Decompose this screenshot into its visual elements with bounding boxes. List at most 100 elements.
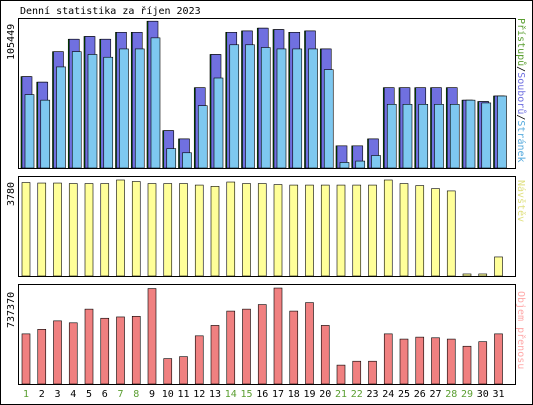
bar-visits: [399, 183, 409, 277]
bar-visits: [68, 183, 78, 277]
bar-volume: [399, 338, 409, 385]
bar-volume: [494, 333, 503, 385]
bar-pages: [71, 51, 82, 169]
x-label: 25: [398, 389, 410, 400]
panel-top-legend: Přístupů/Souborů/Stránek: [515, 18, 527, 163]
x-label: 16: [256, 389, 268, 400]
bar-volume: [289, 310, 299, 385]
legend-pages: Stránek: [515, 120, 527, 162]
bar-visits: [194, 184, 204, 277]
bar-volume: [383, 333, 393, 385]
bar-pages: [260, 47, 271, 169]
x-label: 31: [492, 389, 504, 400]
bar-visits: [226, 181, 236, 277]
panel-top-axis-label: 105449: [6, 24, 17, 60]
legend-sep-2: /: [515, 114, 526, 120]
bar-visits: [320, 184, 330, 277]
bar-volume: [431, 337, 440, 385]
bar-volume: [415, 336, 425, 385]
bar-visits: [383, 179, 393, 277]
bar-volume: [273, 287, 283, 385]
bar-pages: [87, 54, 98, 169]
bar-volume: [210, 325, 220, 385]
bar-pages: [276, 48, 287, 169]
bar-visits: [53, 182, 62, 277]
bar-pages: [213, 77, 224, 169]
bar-pages: [103, 56, 114, 169]
bar-visits: [431, 188, 440, 277]
bar-visits: [37, 182, 47, 277]
panel-middle-axis-label: 3780: [6, 182, 17, 206]
bar-visits: [84, 183, 94, 277]
panel-middle-legend: Návštěv: [515, 180, 527, 222]
x-label: 27: [429, 389, 441, 400]
bar-pages: [182, 152, 192, 169]
bar-visits: [147, 183, 157, 277]
bar-visits: [368, 184, 377, 277]
x-label: 6: [102, 389, 108, 400]
x-label: 24: [382, 389, 394, 400]
bar-visits: [415, 185, 425, 277]
bar-pages: [229, 44, 240, 169]
x-label: 29: [461, 389, 473, 400]
bar-volume: [68, 322, 78, 385]
bar-pages: [197, 105, 208, 169]
bar-pages: [308, 48, 318, 169]
x-label: 12: [193, 389, 205, 400]
bar-pages: [465, 99, 476, 169]
bar-visits: [210, 186, 220, 277]
bar-volume: [163, 358, 173, 385]
bar-visits: [100, 183, 110, 277]
bar-visits: [116, 179, 125, 277]
x-label: 13: [209, 389, 221, 400]
bar-volume: [478, 341, 488, 385]
bar-volume: [320, 325, 330, 385]
bar-volume: [352, 360, 362, 385]
bar-volume: [131, 315, 141, 385]
bar-visits: [273, 184, 283, 277]
bar-visits: [289, 184, 299, 277]
x-label: 18: [288, 389, 300, 400]
bar-visits: [462, 273, 472, 277]
bar-volume: [257, 304, 267, 385]
bar-volume: [305, 302, 314, 385]
bar-pages: [339, 162, 350, 169]
bar-visits: [494, 256, 503, 277]
bar-pages: [371, 155, 381, 169]
bar-visits: [352, 184, 362, 277]
x-label: 23: [366, 389, 378, 400]
x-label: 21: [335, 389, 347, 400]
x-label: 20: [319, 389, 331, 400]
x-label: 7: [117, 389, 123, 400]
bar-volume: [194, 335, 204, 385]
bar-pages: [355, 160, 366, 169]
bar-pages: [166, 148, 177, 169]
x-label: 28: [445, 389, 457, 400]
bar-volume: [84, 308, 94, 385]
bar-visits: [242, 183, 251, 277]
panel-bottom-bars: [21, 287, 503, 385]
bar-volume: [53, 320, 62, 385]
bar-visits: [305, 184, 314, 277]
bar-pages: [386, 104, 397, 169]
legend-sep-1: /: [515, 66, 526, 72]
x-label: 15: [240, 389, 252, 400]
panel-middle-bars: [21, 179, 503, 277]
bar-pages: [245, 44, 255, 169]
x-label: 8: [133, 389, 139, 400]
x-label: 30: [477, 389, 489, 400]
bar-pages: [481, 102, 492, 169]
bar-visits: [163, 183, 173, 277]
bar-volume: [242, 308, 251, 385]
bar-visits: [131, 181, 141, 277]
bar-pages: [497, 95, 507, 169]
legend-hits: Přístupů: [515, 18, 527, 66]
bar-volume: [226, 310, 236, 385]
x-axis-labels: 1 2 3 4 5 6 7 8 9 10 11 12 13 14 15 16 17 18 19 20 21 22 23 24 2…: [23, 389, 505, 400]
x-label: 5: [86, 389, 92, 400]
bar-visits: [478, 273, 488, 277]
x-label: 22: [351, 389, 363, 400]
bar-pages: [449, 104, 460, 169]
bar-visits: [336, 184, 346, 277]
panel-bottom-legend: Objem přenosu: [515, 291, 527, 369]
